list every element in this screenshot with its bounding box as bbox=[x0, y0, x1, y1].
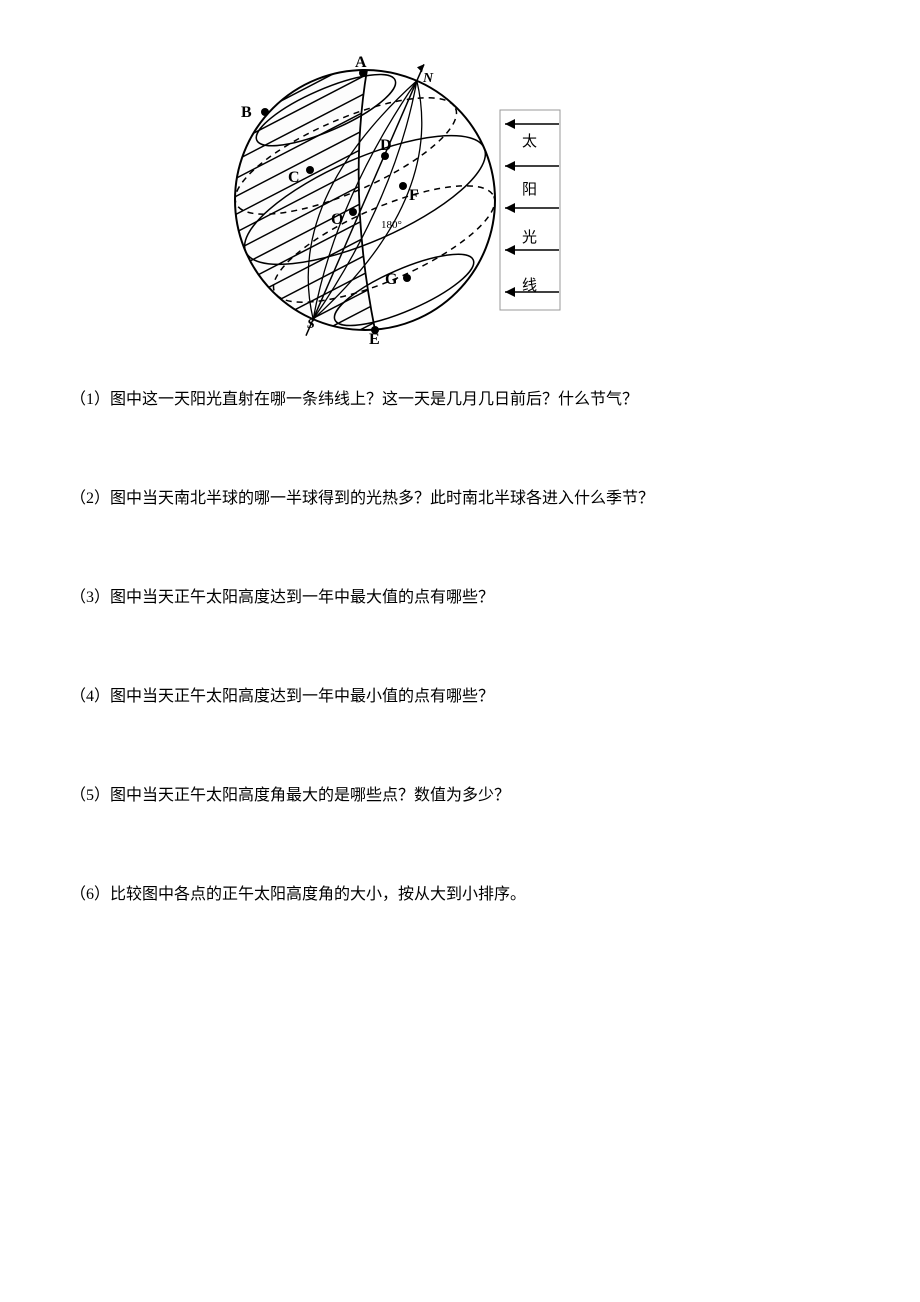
question-6-num: （6） bbox=[70, 886, 110, 903]
question-6-text: 比较图中各点的正午太阳高度角的大小，按从大到小排序。 bbox=[110, 886, 526, 903]
svg-text:N: N bbox=[422, 71, 434, 86]
svg-text:S: S bbox=[307, 317, 315, 332]
question-5-text: 图中当天正午太阳高度角最大的是哪些点？数值为多少？ bbox=[110, 787, 510, 804]
svg-text:光: 光 bbox=[522, 229, 537, 246]
globe-svg: 太阳光线 N S 180° A B C D F O G E bbox=[205, 50, 561, 350]
question-4: （4）图中当天正午太阳高度达到一年中最小值的点有哪些？ bbox=[70, 685, 850, 709]
svg-text:180°: 180° bbox=[381, 219, 402, 231]
question-2-num: （2） bbox=[70, 490, 110, 507]
question-6: （6）比较图中各点的正午太阳高度角的大小，按从大到小排序。 bbox=[70, 883, 850, 907]
svg-text:G: G bbox=[385, 271, 398, 288]
question-5-num: （5） bbox=[70, 787, 110, 804]
question-2-text: 图中当天南北半球的哪一半球得到的光热多？此时南北半球各进入什么季节？ bbox=[110, 490, 654, 507]
question-4-text: 图中当天正午太阳高度达到一年中最小值的点有哪些？ bbox=[110, 688, 494, 705]
svg-text:太: 太 bbox=[522, 133, 537, 150]
svg-text:B: B bbox=[241, 104, 252, 121]
svg-text:F: F bbox=[409, 187, 419, 204]
svg-text:阳: 阳 bbox=[522, 181, 537, 198]
question-5: （5）图中当天正午太阳高度角最大的是哪些点？数值为多少？ bbox=[70, 784, 850, 808]
svg-text:线: 线 bbox=[522, 277, 537, 294]
svg-text:A: A bbox=[355, 54, 367, 71]
question-3-text: 图中当天正午太阳高度达到一年中最大值的点有哪些？ bbox=[110, 589, 494, 606]
question-4-num: （4） bbox=[70, 688, 110, 705]
question-3-num: （3） bbox=[70, 589, 110, 606]
question-3: （3）图中当天正午太阳高度达到一年中最大值的点有哪些？ bbox=[70, 586, 850, 610]
question-1: （1）图中这一天阳光直射在哪一条纬线上？这一天是几月几日前后？什么节气？ bbox=[70, 388, 850, 412]
question-1-num: （1） bbox=[70, 391, 110, 408]
globe-diagram: 太阳光线 N S 180° A B C D F O G E bbox=[205, 50, 850, 358]
svg-text:D: D bbox=[380, 137, 392, 154]
question-2: （2）图中当天南北半球的哪一半球得到的光热多？此时南北半球各进入什么季节？ bbox=[70, 487, 850, 511]
svg-text:E: E bbox=[369, 331, 380, 348]
svg-text:C: C bbox=[288, 169, 300, 186]
svg-text:O: O bbox=[331, 211, 343, 228]
question-1-text: 图中这一天阳光直射在哪一条纬线上？这一天是几月几日前后？什么节气？ bbox=[110, 391, 638, 408]
